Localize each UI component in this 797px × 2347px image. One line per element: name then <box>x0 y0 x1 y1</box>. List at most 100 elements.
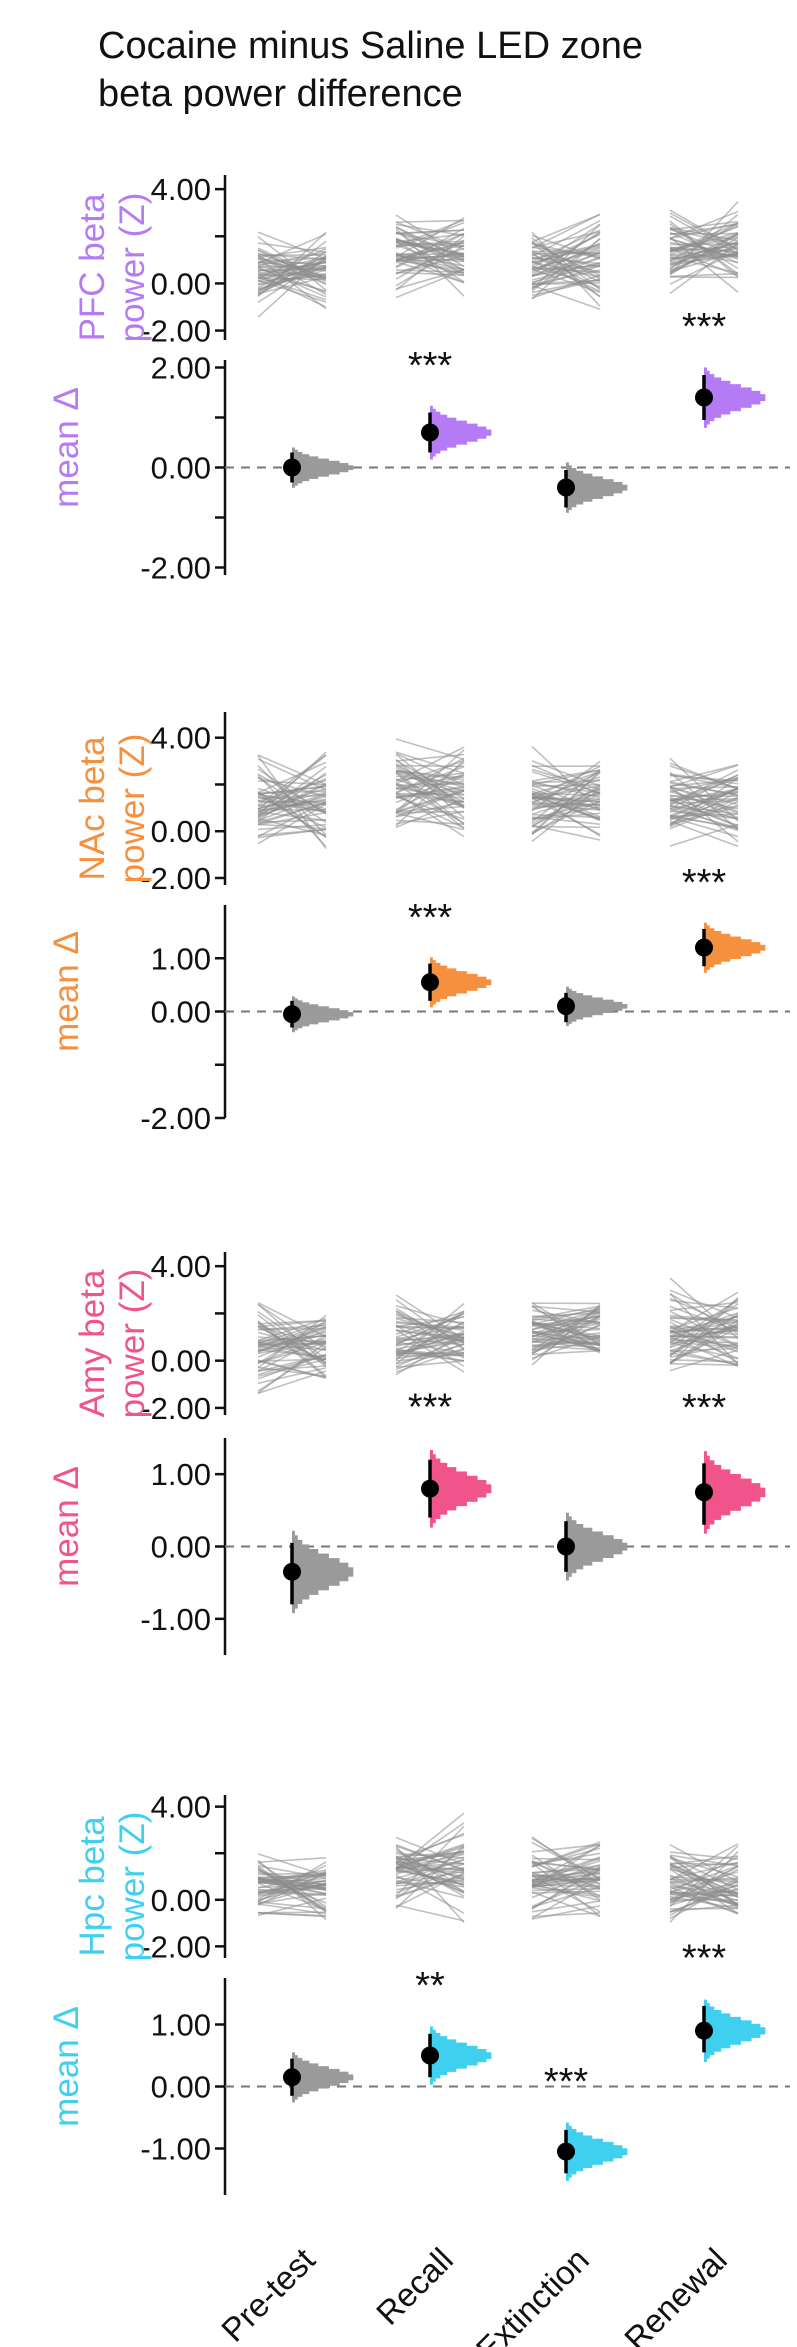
bootstrap-bin <box>430 414 448 418</box>
bootstrap-bin <box>566 1012 603 1016</box>
bootstrap-bin <box>430 444 457 448</box>
raw-pair-line <box>395 1307 465 1350</box>
delta-y-tick-label: 1.00 <box>151 1457 211 1492</box>
raw-pair-line <box>531 1886 601 1908</box>
raw-pair-line <box>531 223 601 270</box>
bootstrap-bin <box>566 1557 603 1562</box>
bootstrap-bin <box>430 423 478 427</box>
bootstrap-bin <box>292 451 303 455</box>
bootstrap-bin <box>292 1603 298 1609</box>
raw-pair-line <box>669 1305 739 1333</box>
raw-pair-line <box>531 1843 601 1853</box>
bootstrap-bin <box>430 2026 433 2031</box>
raw-pair-line <box>531 771 601 804</box>
raw-pair-line <box>257 1358 327 1362</box>
raw-pair-line <box>531 790 601 827</box>
raw-y-tick-label: 4.00 <box>151 172 211 207</box>
bootstrap-bin <box>704 420 710 425</box>
bootstrap-bin <box>704 942 761 946</box>
bootstrap-bin <box>430 1467 457 1472</box>
raw-pair-line <box>531 1307 601 1351</box>
raw-lines-pre-test <box>257 751 327 850</box>
bootstrap-bin <box>292 1608 295 1614</box>
raw-pair-line <box>257 779 327 803</box>
raw-pair-line <box>395 810 465 814</box>
raw-pair-line <box>395 269 465 299</box>
raw-pair-line <box>395 1822 465 1871</box>
raw-pair-line <box>395 1904 465 1922</box>
raw-pair-line <box>395 1316 465 1328</box>
bootstrap-bin <box>430 429 492 433</box>
bootstrap-bin <box>430 1510 448 1515</box>
raw-pair-line <box>669 823 739 847</box>
raw-pair-line <box>395 1333 465 1343</box>
bootstrap-bin <box>566 490 623 494</box>
bootstrap-bin <box>430 2061 478 2066</box>
significance-stars: *** <box>408 345 453 387</box>
bootstrap-bin <box>292 1004 319 1007</box>
mean-delta-point <box>557 478 575 497</box>
raw-pair-line <box>531 1878 601 1920</box>
chart-title-line-1: Cocaine minus Saline LED zone <box>98 25 643 67</box>
bootstrap-bin <box>430 2068 457 2072</box>
bootstrap-bin <box>704 2006 715 2011</box>
x-category-label-recall: Recall <box>369 2241 460 2332</box>
raw-pair-line <box>257 1317 327 1342</box>
bootstrap-bin <box>704 953 752 957</box>
bootstrap-bin <box>566 995 593 998</box>
significance-stars: ** <box>415 1965 445 2007</box>
delta-y-tick-label: -1.00 <box>140 2132 211 2167</box>
bootstrap-bin <box>430 979 492 983</box>
delta-y-tick-label: 0.00 <box>151 451 211 486</box>
bootstrap-bin <box>292 2077 354 2081</box>
bootstrap-bin <box>704 400 761 405</box>
raw-pair-line <box>669 1330 739 1350</box>
bootstrap-bin <box>704 1524 710 1530</box>
mean-delta-point <box>421 973 439 992</box>
bootstrap-bin <box>704 1519 715 1525</box>
bootstrap-bin <box>566 2177 569 2181</box>
bootstrap-bin <box>704 922 707 926</box>
raw-lines-renewal <box>669 1843 739 1923</box>
raw-pair-line <box>669 1856 739 1894</box>
bootstrap-bin <box>430 1004 433 1008</box>
bootstrap-bin <box>430 987 478 991</box>
raw-pair-line <box>395 1325 465 1329</box>
bootstrap-bin <box>292 460 340 464</box>
bootstrap-bin <box>566 1572 572 1577</box>
raw-pair-line <box>669 816 739 838</box>
raw-pair-line <box>257 819 327 824</box>
bootstrap-distribution-extinction <box>566 1512 628 1581</box>
bootstrap-bin <box>566 504 577 508</box>
bootstrap-bin <box>704 1460 715 1466</box>
raw-y-axis-label-line: Hpc beta <box>73 1816 112 1957</box>
raw-pair-line <box>257 1880 327 1894</box>
delta-y-tick-label: 0.00 <box>151 2070 211 2105</box>
bootstrap-bin <box>566 1512 569 1517</box>
bootstrap-bin <box>704 384 741 388</box>
raw-pair-line <box>669 1341 739 1349</box>
bootstrap-bin <box>292 2079 349 2084</box>
bootstrap-bin <box>566 2129 577 2133</box>
raw-pair-line <box>395 1874 465 1899</box>
raw-pair-line <box>395 738 465 761</box>
bootstrap-bin <box>566 1010 614 1013</box>
bootstrap-bin <box>430 432 492 436</box>
bootstrap-distribution-renewal <box>704 367 766 428</box>
bootstrap-bin <box>704 1469 731 1475</box>
raw-pair-line <box>531 260 601 292</box>
bootstrap-distribution-pre-test <box>292 1530 354 1614</box>
bootstrap-bin <box>430 438 478 442</box>
bootstrap-bin <box>430 456 433 460</box>
raw-y-tick-label: -2.00 <box>140 1391 211 1426</box>
raw-pair-line <box>531 1847 601 1868</box>
raw-pair-line <box>257 231 327 260</box>
delta-y-axis-label: mean Δ <box>47 1466 86 1587</box>
raw-pair-line <box>531 1875 601 1913</box>
bootstrap-bin <box>566 999 614 1003</box>
bootstrap-distribution-pre-test <box>292 447 354 488</box>
bootstrap-bin <box>704 933 731 937</box>
mean-delta-point <box>695 2021 713 2040</box>
raw-pair-line <box>257 1342 327 1394</box>
